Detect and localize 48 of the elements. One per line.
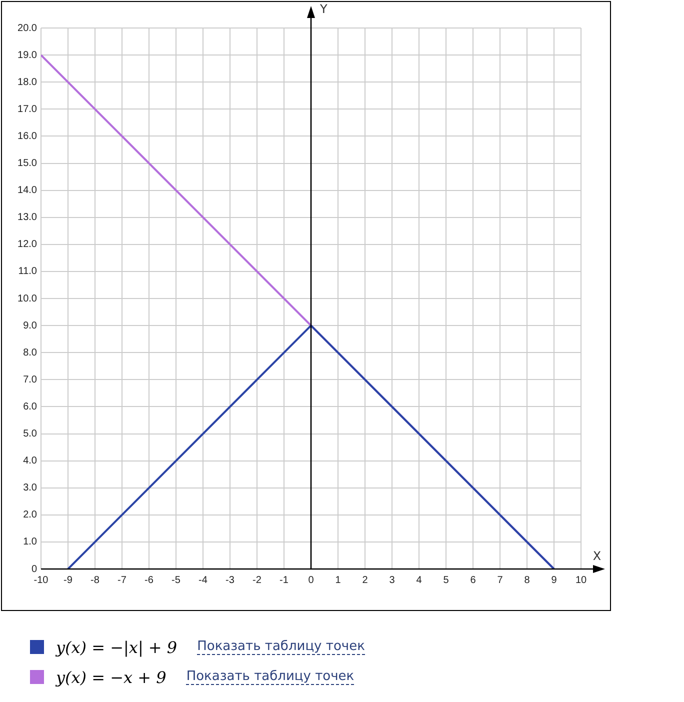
x-tick-label: 7: [497, 574, 504, 586]
legend-label: y(x) = −|x| + 9: [56, 638, 178, 656]
x-tick-label: -4: [198, 574, 208, 586]
x-tick-label: 6: [470, 574, 476, 586]
y-tick-label: 20.0: [18, 22, 38, 34]
y-tick-label: 10.0: [18, 293, 38, 304]
x-axis-title: X: [592, 549, 602, 564]
x-tick-label: 5: [443, 574, 450, 586]
x-tick-label: -3: [226, 574, 235, 586]
x-tick-label: 0: [308, 574, 314, 586]
y-tick-label: 3.0: [23, 482, 38, 494]
y-tick-label: 2.0: [23, 510, 38, 521]
y-tick-label: 15.0: [18, 158, 38, 169]
x-tick-label: 10: [575, 574, 587, 586]
y-tick-label: 7.0: [23, 374, 38, 386]
y-tick-label: 12.0: [18, 239, 38, 250]
x-tick-label: 3: [389, 574, 396, 586]
x-tick-label: -6: [144, 574, 154, 586]
y-tick-label: 17.0: [18, 104, 38, 115]
y-tick-label: 5.0: [23, 428, 38, 440]
y-tick-label: 11.0: [18, 266, 38, 278]
x-tick-label: 4: [416, 574, 422, 586]
y-tick-label: 8.0: [23, 347, 38, 358]
y-tick-label: 16.0: [18, 130, 38, 142]
x-tick-label: -5: [172, 574, 181, 586]
x-tick-label: -10: [34, 574, 49, 586]
x-tick-label: 1: [335, 574, 342, 586]
x-tick-label: -1: [280, 574, 289, 586]
text: Показать таблицу точек: [197, 639, 365, 655]
y-tick-label: 4.0: [23, 456, 38, 467]
x-tick-label: 9: [551, 574, 558, 586]
y-tick-label: 19.0: [18, 50, 38, 61]
y-axis-title: Y: [319, 2, 328, 16]
y-tick-label: 14.0: [18, 185, 38, 196]
y-tick-label: 13.0: [18, 212, 38, 224]
x-tick-label: -9: [64, 574, 73, 586]
y-tick-label: 1.0: [23, 536, 38, 548]
y-tick-label: 6.0: [23, 401, 38, 412]
x-tick-label: 2: [362, 574, 368, 586]
y-tick-label: 9.0: [23, 320, 38, 332]
y-tick-label: 0: [31, 564, 38, 575]
text: Показать таблицу точек: [186, 669, 354, 685]
legend-label: y(x) = −x + 9: [56, 668, 166, 686]
x-tick-label: -7: [118, 574, 127, 586]
x-tick-label: 8: [524, 574, 530, 586]
y-tick-label: 18.0: [18, 76, 38, 88]
x-tick-label: -2: [252, 574, 262, 586]
x-tick-label: -8: [90, 574, 100, 586]
